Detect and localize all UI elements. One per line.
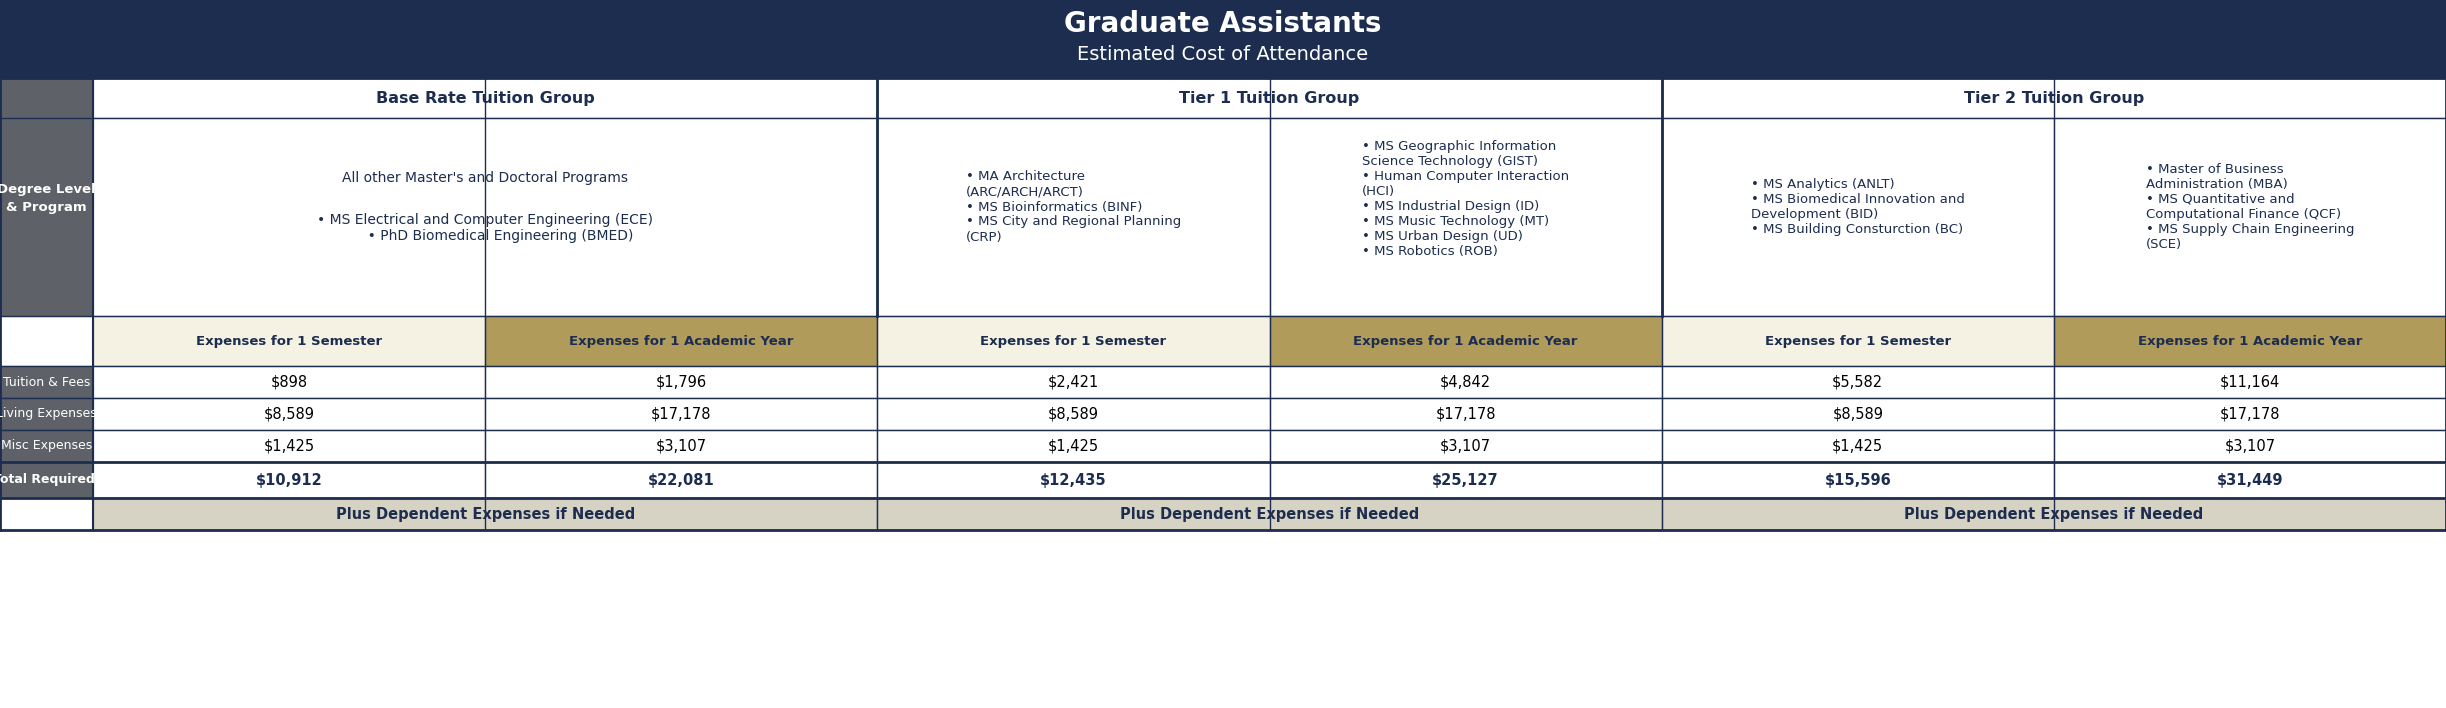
Bar [1269,366,1661,398]
Bar [93,316,484,366]
Text: Degree Level: Degree Level [0,183,95,197]
Bar [1661,118,2055,316]
Text: • MA Architecture
(ARC/ARCH/ARCT)
• MS Bioinformatics (BINF)
• MS City and Regio: • MA Architecture (ARC/ARCH/ARCT) • MS B… [966,171,1181,244]
Text: $10,912: $10,912 [257,472,323,488]
Bar [1269,462,1661,498]
Bar [1269,398,1661,430]
Text: $4,842: $4,842 [1441,375,1492,389]
Bar [1661,462,2055,498]
Bar [878,498,1661,530]
Text: Expenses for 1 Semester: Expenses for 1 Semester [981,334,1167,348]
Text: • Master of Business
Administration (MBA)
• MS Quantitative and
Computational Fi: • Master of Business Administration (MBA… [2145,163,2353,251]
Bar [1661,498,2446,530]
Text: $8,589: $8,589 [264,406,316,421]
Bar [0,498,93,530]
Bar [878,398,1269,430]
Bar [878,462,1269,498]
Text: Expenses for 1 Semester: Expenses for 1 Semester [1764,334,1952,348]
Bar [93,118,878,316]
Bar [2055,118,2446,316]
Text: $8,589: $8,589 [1832,406,1883,421]
Text: $17,178: $17,178 [2219,406,2280,421]
Text: $25,127: $25,127 [1433,472,1499,488]
Text: $11,164: $11,164 [2221,375,2280,389]
Text: $3,107: $3,107 [2223,438,2275,454]
Bar [1269,118,1661,316]
Text: Base Rate Tuition Group: Base Rate Tuition Group [377,91,594,105]
Text: Total Required:: Total Required: [0,474,100,486]
Bar [93,78,878,118]
Text: Expenses for 1 Academic Year: Expenses for 1 Academic Year [1353,334,1578,348]
Text: $1,425: $1,425 [1047,438,1098,454]
Bar [93,366,484,398]
Bar [93,398,484,430]
Text: $31,449: $31,449 [2216,472,2282,488]
Bar [0,398,93,430]
Text: Plus Dependent Expenses if Needed: Plus Dependent Expenses if Needed [335,506,636,522]
Text: Tuition & Fees: Tuition & Fees [2,375,91,389]
Bar [0,78,93,316]
Text: Tier 2 Tuition Group: Tier 2 Tuition Group [1964,91,2145,105]
Text: Expenses for 1 Academic Year: Expenses for 1 Academic Year [2138,334,2363,348]
Text: $22,081: $22,081 [648,472,714,488]
Bar [484,430,878,462]
Bar [878,316,1269,366]
Bar [0,0,2446,78]
Text: $15,596: $15,596 [1825,472,1891,488]
Bar [878,366,1269,398]
Bar [484,366,878,398]
Text: Living Expenses: Living Expenses [0,408,98,421]
Text: $8,589: $8,589 [1047,406,1098,421]
Text: Tier 1 Tuition Group: Tier 1 Tuition Group [1179,91,1360,105]
Bar [878,78,1661,118]
Bar [1661,366,2055,398]
Bar [484,462,878,498]
Bar [484,398,878,430]
Text: Expenses for 1 Academic Year: Expenses for 1 Academic Year [570,334,793,348]
Bar [0,462,93,498]
Bar [1269,430,1661,462]
Text: $12,435: $12,435 [1040,472,1106,488]
Bar [2055,398,2446,430]
Text: Misc Expenses: Misc Expenses [0,440,93,452]
Bar [1661,398,2055,430]
Text: Plus Dependent Expenses if Needed: Plus Dependent Expenses if Needed [1120,506,1419,522]
Text: $3,107: $3,107 [1441,438,1492,454]
Bar [2055,316,2446,366]
Text: • MS Geographic Information
Science Technology (GIST)
• Human Computer Interacti: • MS Geographic Information Science Tech… [1362,140,1570,258]
Bar [93,462,484,498]
Text: $1,425: $1,425 [1832,438,1883,454]
Text: $17,178: $17,178 [651,406,712,421]
Bar [1661,78,2446,118]
Text: $1,425: $1,425 [264,438,316,454]
Bar [878,118,1269,316]
Text: $898: $898 [272,375,308,389]
Text: $1,796: $1,796 [656,375,707,389]
Text: Expenses for 1 Semester: Expenses for 1 Semester [196,334,382,348]
Bar [0,316,93,366]
Text: • MS Electrical and Computer Engineering (ECE)
       • PhD Biomedical Engineeri: • MS Electrical and Computer Engineering… [318,213,653,243]
Text: Plus Dependent Expenses if Needed: Plus Dependent Expenses if Needed [1903,506,2204,522]
Bar [93,430,484,462]
Bar [2055,462,2446,498]
Text: $3,107: $3,107 [656,438,707,454]
Text: & Program: & Program [7,200,86,214]
Text: • MS Analytics (ANLT)
• MS Biomedical Innovation and
Development (BID)
• MS Buil: • MS Analytics (ANLT) • MS Biomedical In… [1751,178,1964,236]
Bar [0,430,93,462]
Bar [878,430,1269,462]
Bar [484,316,878,366]
Bar [1661,316,2055,366]
Bar [1661,430,2055,462]
Text: Graduate Assistants: Graduate Assistants [1064,10,1382,38]
Bar [93,498,878,530]
Text: $5,582: $5,582 [1832,375,1883,389]
Text: $17,178: $17,178 [1436,406,1497,421]
Text: Estimated Cost of Attendance: Estimated Cost of Attendance [1076,45,1370,64]
Text: $2,421: $2,421 [1047,375,1098,389]
Text: All other Master's and Doctoral Programs: All other Master's and Doctoral Programs [342,171,629,185]
Bar [1269,316,1661,366]
Bar [2055,430,2446,462]
Bar [0,366,93,398]
Bar [2055,366,2446,398]
